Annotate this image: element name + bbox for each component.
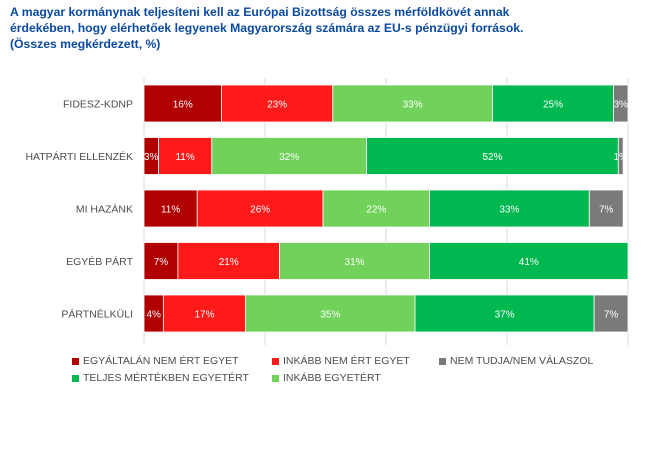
- legend-label: EGYÁLTALÁN NEM ÉRT EGYET: [83, 355, 239, 367]
- category-label: MI HAZÁNK: [76, 203, 133, 216]
- data-label: 23%: [267, 100, 287, 111]
- data-label: 37%: [495, 310, 515, 321]
- data-label: 41%: [519, 257, 539, 268]
- bar-segment: [617, 137, 624, 175]
- bar-segment: [492, 84, 614, 123]
- bar-segment: [613, 84, 629, 123]
- data-label: 17%: [194, 310, 214, 321]
- bar-segment: [245, 294, 416, 333]
- legend-label: INKÁBB NEM ÉRT EGYET: [283, 355, 410, 367]
- chart-title-line-2: érdekében, hogy elérhetőek legyenek Magy…: [10, 21, 524, 35]
- legend-item-egyaltalan-nem: EGYÁLTALÁN NEM ÉRT EGYET: [72, 355, 239, 367]
- data-label: 33%: [499, 205, 519, 216]
- data-label: 33%: [403, 100, 423, 111]
- data-label: 7%: [599, 205, 614, 216]
- bars: 16% 23% 33% 25% 3% 3% 11% 32% 52% 1% 11% 26% 22% 33% 7…: [143, 84, 629, 333]
- bar-segment: [211, 137, 368, 175]
- data-label: 3%: [614, 100, 629, 111]
- bar-segment: [588, 189, 624, 228]
- legend-item-teljes: TELJES MÉRTÉKBEN EGYETÉRT: [72, 372, 249, 384]
- legend-swatch: [72, 357, 79, 365]
- data-label: 52%: [482, 152, 502, 163]
- data-label: 7%: [604, 310, 619, 321]
- category-labels: FIDESZ-KDNP HATPÁRTI ELLENZÉK MI HAZÁNK EGY…: [25, 99, 133, 321]
- data-label: 35%: [320, 310, 340, 321]
- chart-title-line-1: A magyar kormánynak teljesíteni kell az …: [10, 5, 510, 19]
- data-label: 1%: [614, 152, 629, 163]
- data-label: 3%: [144, 152, 159, 163]
- legend-item-nem-tudja: NEM TUDJA/NEM VÁLASZOL: [439, 355, 593, 367]
- legend-item-inkabb-nem: INKÁBB NEM ÉRT EGYET: [272, 355, 410, 367]
- data-label: 25%: [543, 100, 563, 111]
- bar-segment: [158, 137, 213, 175]
- bar-segment: [429, 189, 590, 228]
- data-label: 4%: [146, 310, 161, 321]
- data-label: 7%: [154, 257, 169, 268]
- bar-segment: [143, 189, 198, 228]
- category-label: PÁRTNÉLKÜLI: [61, 308, 133, 321]
- legend-item-inkabb-egyetert: INKÁBB EGYETÉRT: [272, 372, 381, 384]
- legend-swatch: [439, 357, 446, 365]
- data-label: 16%: [173, 100, 193, 111]
- legend-label: TELJES MÉRTÉKBEN EGYETÉRT: [83, 372, 249, 384]
- legend-swatch: [272, 374, 279, 382]
- legend-label: INKÁBB EGYETÉRT: [283, 372, 381, 384]
- data-label: 21%: [219, 257, 239, 268]
- chart-title: A magyar kormánynak teljesíteni kell az …: [10, 4, 660, 52]
- bar-segment: [279, 242, 430, 280]
- data-label: 26%: [250, 205, 270, 216]
- bar-segment: [429, 242, 629, 280]
- data-label: 31%: [345, 257, 365, 268]
- bar-segment: [332, 84, 493, 123]
- legend-label: NEM TUDJA/NEM VÁLASZOL: [450, 355, 594, 367]
- data-label: 22%: [366, 205, 386, 216]
- category-label: EGYÉB PÁRT: [66, 255, 133, 268]
- legend-swatch: [72, 374, 79, 382]
- legend-swatch: [272, 357, 279, 365]
- category-label: FIDESZ-KDNP: [63, 99, 133, 111]
- category-label: HATPÁRTI ELLENZÉK: [25, 150, 133, 163]
- bar-segment: [177, 242, 280, 280]
- bar-segment: [196, 189, 324, 228]
- chart-title-line-3: (Összes megkérdezett, %): [10, 37, 161, 51]
- bar-segment: [143, 242, 179, 280]
- bar-segment: [593, 294, 629, 333]
- bar-segment: [366, 137, 619, 175]
- bar-segment: [221, 84, 334, 123]
- data-label: 11%: [161, 205, 180, 216]
- data-label: 11%: [175, 152, 194, 163]
- bar-segment: [414, 294, 595, 333]
- data-label: 32%: [279, 152, 299, 163]
